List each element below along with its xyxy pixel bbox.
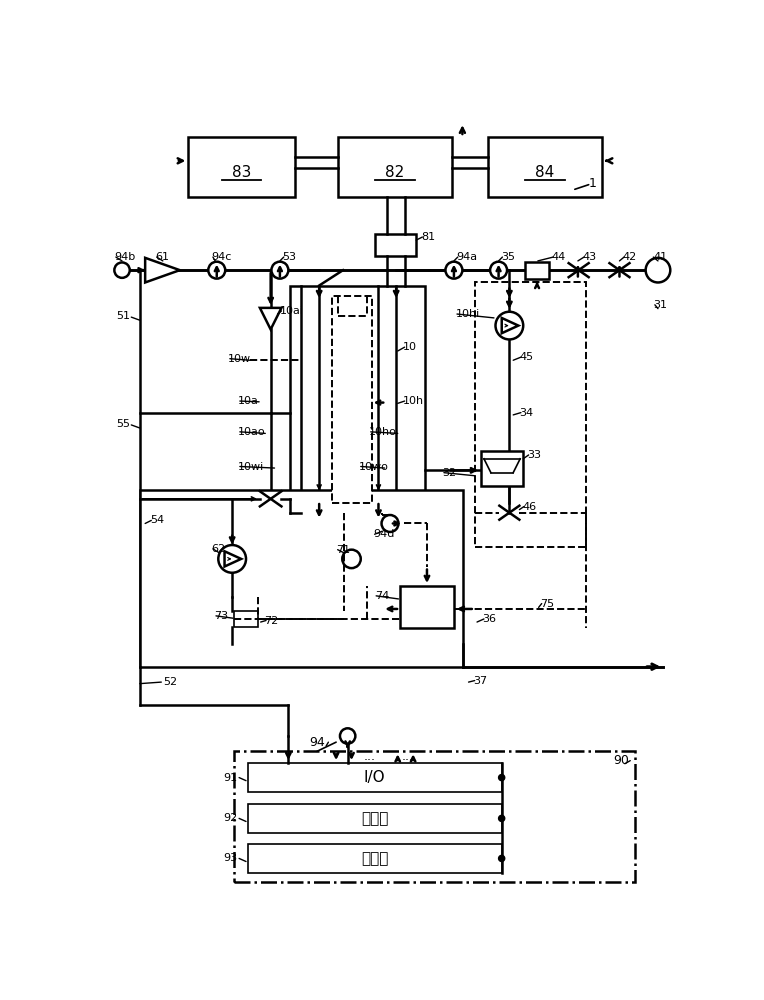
- Text: 54: 54: [150, 515, 164, 525]
- Circle shape: [115, 262, 130, 278]
- Text: 34: 34: [520, 408, 533, 418]
- Circle shape: [499, 774, 505, 781]
- Text: 37: 37: [473, 676, 487, 686]
- Circle shape: [219, 545, 246, 573]
- Text: 10ho: 10ho: [369, 427, 397, 437]
- Circle shape: [342, 550, 361, 568]
- Text: 32: 32: [442, 468, 457, 478]
- Bar: [140, 490, 463, 667]
- Text: 31: 31: [653, 300, 667, 310]
- Text: 10ai: 10ai: [280, 306, 304, 316]
- Bar: [248, 844, 502, 873]
- Bar: [400, 586, 454, 628]
- Circle shape: [499, 815, 505, 821]
- Text: 41: 41: [653, 252, 668, 262]
- Text: 10hi: 10hi: [455, 309, 480, 319]
- Text: 82: 82: [385, 165, 404, 180]
- Text: 33: 33: [527, 450, 541, 460]
- Polygon shape: [145, 258, 180, 282]
- Text: 1: 1: [589, 177, 597, 190]
- Text: 73: 73: [215, 611, 228, 621]
- Text: 46: 46: [523, 502, 536, 512]
- Text: 81: 81: [421, 232, 435, 242]
- Text: 51: 51: [116, 311, 130, 321]
- Bar: [235, 751, 635, 882]
- Bar: [481, 451, 523, 486]
- Text: 74: 74: [374, 591, 389, 601]
- Text: 43: 43: [582, 252, 597, 262]
- Text: 10wi: 10wi: [238, 462, 264, 472]
- Text: 90: 90: [613, 754, 629, 767]
- Text: I/O: I/O: [364, 770, 385, 785]
- Text: 94: 94: [309, 736, 325, 749]
- Text: 10h: 10h: [403, 396, 424, 406]
- Circle shape: [340, 728, 355, 744]
- Text: 94a: 94a: [456, 252, 478, 262]
- Circle shape: [490, 262, 507, 279]
- Text: 36: 36: [482, 614, 497, 624]
- Text: 91: 91: [223, 773, 238, 783]
- Text: 71: 71: [336, 545, 350, 555]
- Text: 52: 52: [163, 677, 177, 687]
- Polygon shape: [225, 551, 241, 567]
- Text: 93: 93: [223, 853, 238, 863]
- Polygon shape: [502, 318, 518, 333]
- Text: 53: 53: [282, 252, 296, 262]
- Text: 处理器: 处理器: [361, 811, 388, 826]
- Text: 62: 62: [212, 544, 225, 554]
- Circle shape: [209, 262, 225, 279]
- Text: 10: 10: [403, 342, 417, 352]
- Text: 92: 92: [223, 813, 238, 823]
- Text: ...: ...: [363, 750, 375, 763]
- Text: 94b: 94b: [115, 252, 135, 262]
- Circle shape: [499, 855, 505, 862]
- Text: 83: 83: [231, 165, 251, 180]
- Text: 10ao: 10ao: [238, 427, 266, 437]
- Bar: [290, 286, 425, 513]
- Bar: [474, 282, 586, 547]
- Text: 75: 75: [540, 599, 555, 609]
- Text: 72: 72: [264, 615, 279, 626]
- Bar: [487, 137, 602, 197]
- Bar: [338, 137, 452, 197]
- Text: 10wo: 10wo: [359, 462, 389, 472]
- Text: 94d: 94d: [373, 529, 394, 539]
- Circle shape: [271, 262, 288, 279]
- Circle shape: [381, 515, 399, 532]
- Text: ...: ...: [402, 750, 414, 763]
- Bar: [248, 804, 502, 833]
- Text: 94c: 94c: [212, 252, 231, 262]
- Text: 84: 84: [535, 165, 555, 180]
- Text: 10a: 10a: [238, 396, 259, 406]
- Text: 存储器: 存储器: [361, 851, 388, 866]
- Text: 10w: 10w: [228, 354, 251, 364]
- Circle shape: [496, 312, 523, 339]
- Bar: [188, 137, 295, 197]
- Text: 35: 35: [501, 252, 515, 262]
- Bar: [235, 611, 257, 627]
- Polygon shape: [260, 308, 281, 329]
- Text: 61: 61: [155, 252, 169, 262]
- Bar: [374, 234, 416, 256]
- Text: 44: 44: [552, 252, 566, 262]
- Text: 55: 55: [116, 419, 130, 429]
- Circle shape: [445, 262, 462, 279]
- Bar: [332, 296, 372, 503]
- Text: 45: 45: [520, 352, 533, 362]
- Circle shape: [646, 258, 670, 282]
- Text: 42: 42: [623, 252, 637, 262]
- Bar: [248, 763, 502, 792]
- Bar: [525, 262, 549, 279]
